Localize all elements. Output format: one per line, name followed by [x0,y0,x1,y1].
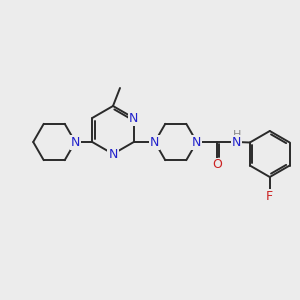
Text: N: N [232,136,242,148]
Text: F: F [266,190,273,202]
Text: O: O [212,158,222,172]
Text: N: N [150,136,160,148]
Text: N: N [108,148,118,160]
Text: N: N [129,112,139,124]
Text: N: N [70,136,80,148]
Text: N: N [192,136,202,148]
Text: H: H [232,130,241,140]
